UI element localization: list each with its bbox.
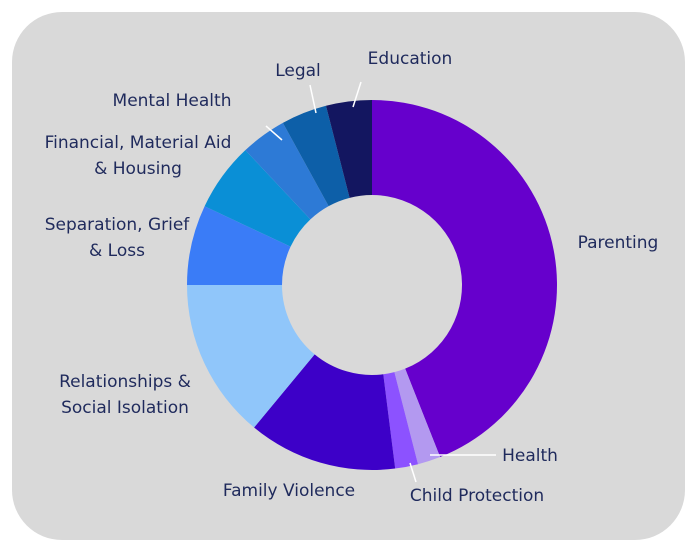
leader-line: [409, 462, 417, 483]
slice: [254, 354, 396, 471]
leader-line: [352, 81, 362, 108]
slice-label: Parenting: [577, 233, 659, 253]
slice: [204, 150, 311, 247]
slice-label: Family Violence: [222, 481, 356, 501]
slice: [187, 285, 315, 428]
slice: [245, 122, 329, 220]
slice: [325, 100, 372, 198]
slice: [372, 100, 558, 458]
background: [12, 12, 685, 540]
slice-label: Mental Health: [112, 91, 232, 111]
slice-label: Separation, Grief & Loss: [44, 215, 190, 261]
slice-label: Legal: [275, 61, 321, 81]
slice: [383, 372, 419, 469]
slice-label: Relationships & Social Isolation: [59, 372, 191, 418]
slice: [394, 368, 441, 465]
slice: [187, 206, 291, 285]
slice-label: Financial, Material Aid & Housing: [44, 133, 232, 179]
slice-label: Education: [367, 49, 453, 69]
leader-line: [265, 125, 283, 141]
leader-line: [309, 84, 317, 114]
slice-label: Child Protection: [409, 486, 545, 506]
slice: [282, 105, 350, 207]
slice-label: Health: [502, 446, 558, 466]
